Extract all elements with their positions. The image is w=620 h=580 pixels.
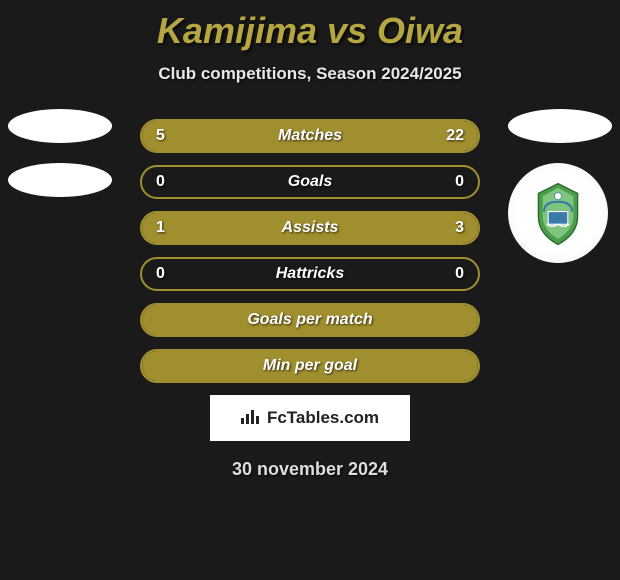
stat-label: Hattricks	[142, 265, 478, 283]
stats-list: 522Matches 00Goals 13Assists 00Hattricks Goa…	[140, 119, 480, 383]
right-team-logos	[508, 109, 612, 263]
stat-label: Goals per match	[142, 311, 478, 329]
comparison-card: Kamijima vs Oiwa Club competitions, Seas…	[0, 0, 620, 490]
left-team-logos	[8, 109, 112, 217]
stat-label: Goals	[142, 173, 478, 191]
stat-row: 13Assists	[140, 211, 480, 245]
team-logo-placeholder	[508, 109, 612, 143]
stat-row: 00Hattricks	[140, 257, 480, 291]
shield-crest-icon	[523, 178, 593, 248]
team-logo-placeholder	[8, 109, 112, 143]
stat-row: 522Matches	[140, 119, 480, 153]
chart-icon	[241, 408, 261, 429]
stat-row: Min per goal	[140, 349, 480, 383]
stat-row: 00Goals	[140, 165, 480, 199]
stat-label: Matches	[142, 127, 478, 145]
branding-text: FcTables.com	[267, 408, 379, 428]
club-badge-shonan	[508, 163, 608, 263]
date-label: 30 november 2024	[0, 459, 620, 480]
stat-row: Goals per match	[140, 303, 480, 337]
branding-badge[interactable]: FcTables.com	[210, 395, 410, 441]
stat-label: Assists	[142, 219, 478, 237]
subtitle: Club competitions, Season 2024/2025	[0, 64, 620, 84]
team-logo-placeholder	[8, 163, 112, 197]
main-area: 522Matches 00Goals 13Assists 00Hattricks Goa…	[0, 119, 620, 383]
page-title: Kamijima vs Oiwa	[0, 10, 620, 52]
stat-label: Min per goal	[142, 357, 478, 375]
